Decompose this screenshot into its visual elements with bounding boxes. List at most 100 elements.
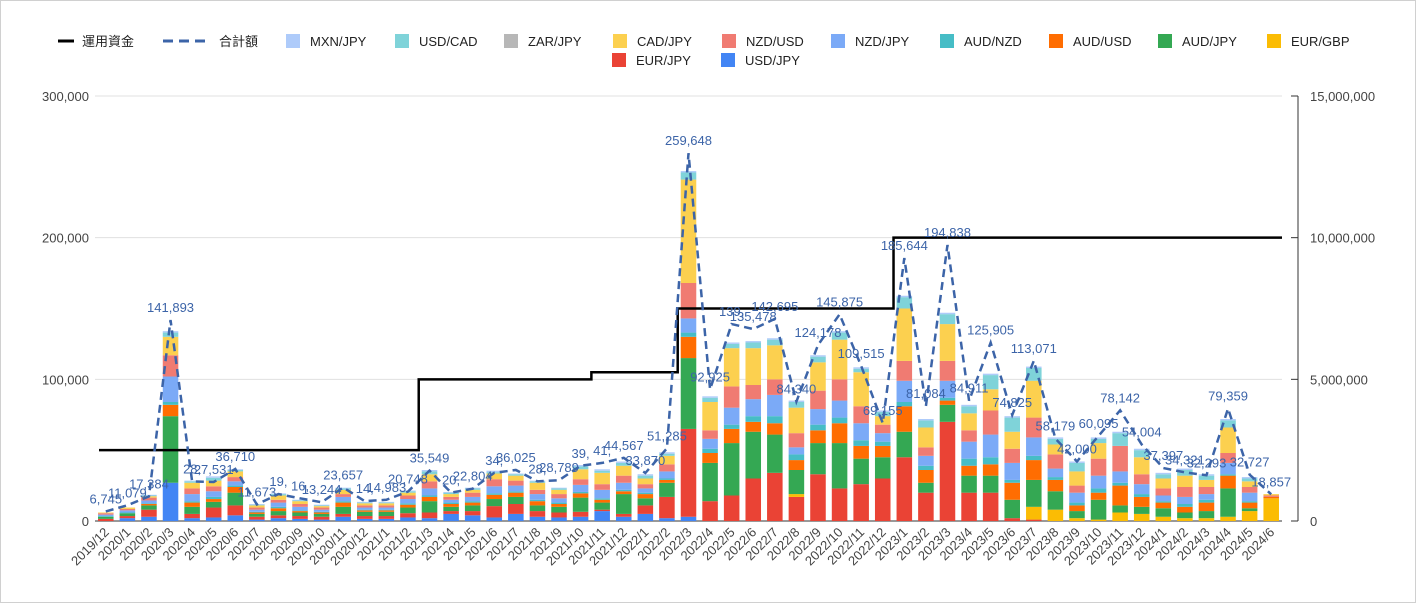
bar-segment (313, 511, 330, 513)
bar-segment (637, 498, 654, 506)
y2-tick-label: 0 (1310, 514, 1317, 529)
bar-segment (745, 385, 762, 400)
bar-segment (357, 507, 373, 510)
bar-segment (572, 479, 589, 485)
bar-segment (1112, 505, 1128, 513)
bar-segment (939, 400, 956, 405)
bar-segment (486, 479, 503, 487)
bar-segment (853, 406, 869, 424)
bar-segment (508, 496, 524, 504)
bar-segment (1155, 474, 1172, 479)
bar-segment (594, 499, 610, 503)
bar-segment (141, 516, 157, 521)
bar-segment (421, 495, 438, 497)
bar-segment (1155, 508, 1172, 517)
bar-segment (508, 475, 524, 481)
total-data-label: 11,673 (237, 484, 276, 499)
bar-segment (896, 457, 913, 521)
total-data-label: 44,567 (604, 438, 644, 453)
total-data-label: 33,870 (625, 453, 665, 468)
bar-segment (313, 505, 330, 507)
bar-segment (982, 375, 999, 390)
total-data-label: 145,875 (816, 294, 863, 309)
bar-segment (1069, 511, 1085, 519)
bar-segment (119, 508, 136, 511)
legend-label: ZAR/JPY (528, 34, 582, 49)
total-data-label: 84,911 (950, 381, 989, 396)
bar-segment (659, 496, 675, 519)
bar-segment (788, 470, 805, 495)
total-data-label: 51,285 (647, 428, 687, 443)
bar-segment (508, 491, 524, 493)
bar-segment (1069, 502, 1085, 506)
bar-segment (637, 475, 654, 479)
bar-segment (1198, 494, 1215, 500)
legend-label: NZD/USD (746, 34, 804, 49)
bar-segment (982, 475, 999, 493)
y-tick-label: 300,000 (42, 89, 89, 104)
bar-segment (1155, 478, 1172, 489)
total-data-label: 32,293 (1187, 455, 1227, 470)
bar-segment (357, 509, 373, 511)
bar-segment (918, 427, 934, 448)
total-data-label: 37,397 (1143, 448, 1183, 463)
bar-segment (184, 488, 200, 495)
bar-segment (270, 508, 287, 512)
bar-segment (594, 498, 610, 500)
bar-segment (896, 380, 913, 402)
bar-segment (1047, 437, 1064, 439)
legend-swatch (722, 34, 736, 48)
bar-segment (723, 386, 740, 408)
bar-segment (464, 511, 481, 516)
bar-segment (702, 501, 718, 521)
bar-segment (853, 372, 869, 407)
legend-label: USD/CAD (419, 34, 478, 49)
bar-segment (810, 474, 826, 521)
bar-segment (205, 501, 222, 508)
bar-segment (767, 416, 783, 424)
bar-segment (357, 505, 373, 508)
bar-segment (637, 494, 654, 499)
bar-segment (508, 504, 524, 514)
bar-segment (1069, 518, 1085, 521)
bar-segment (1112, 482, 1128, 486)
bar-segment (831, 417, 848, 424)
bar-segment (443, 502, 459, 504)
bar-segment (162, 402, 179, 405)
bar-segment (1155, 495, 1172, 502)
bar-segment (961, 458, 977, 466)
bar-segment (896, 402, 913, 407)
bar-segment (767, 339, 783, 346)
bar-segment (443, 499, 459, 503)
bar-segment (1177, 518, 1193, 521)
bar-segment (335, 488, 351, 490)
bar-segment (335, 513, 351, 517)
bar-segment (918, 447, 934, 456)
bar-segment (313, 507, 330, 510)
bar-segment (551, 487, 567, 489)
bar-segment (659, 455, 675, 465)
bar-segment (723, 495, 740, 521)
bar-segment (357, 501, 373, 503)
bar-segment (1198, 502, 1215, 512)
bar-segment (529, 482, 546, 490)
bar-segment (831, 443, 848, 489)
bar-segment (723, 424, 740, 429)
bar-segment (659, 482, 675, 497)
bar-segment (1241, 478, 1258, 482)
legend-swatch (395, 34, 409, 48)
bar-segment (486, 493, 503, 495)
bar-segment (680, 283, 697, 319)
bar-segment (939, 324, 956, 361)
bar-segment (98, 518, 114, 521)
bar-segment (1241, 501, 1258, 503)
bar-segment (1112, 433, 1128, 446)
bar-segment (982, 457, 999, 465)
bar-segment (464, 492, 481, 497)
bar-segment (1004, 479, 1020, 483)
bar-segment (1220, 475, 1236, 489)
bar-segment (1220, 419, 1236, 421)
total-data-label: 32,727 (1230, 455, 1270, 470)
bar-segment (486, 470, 503, 473)
